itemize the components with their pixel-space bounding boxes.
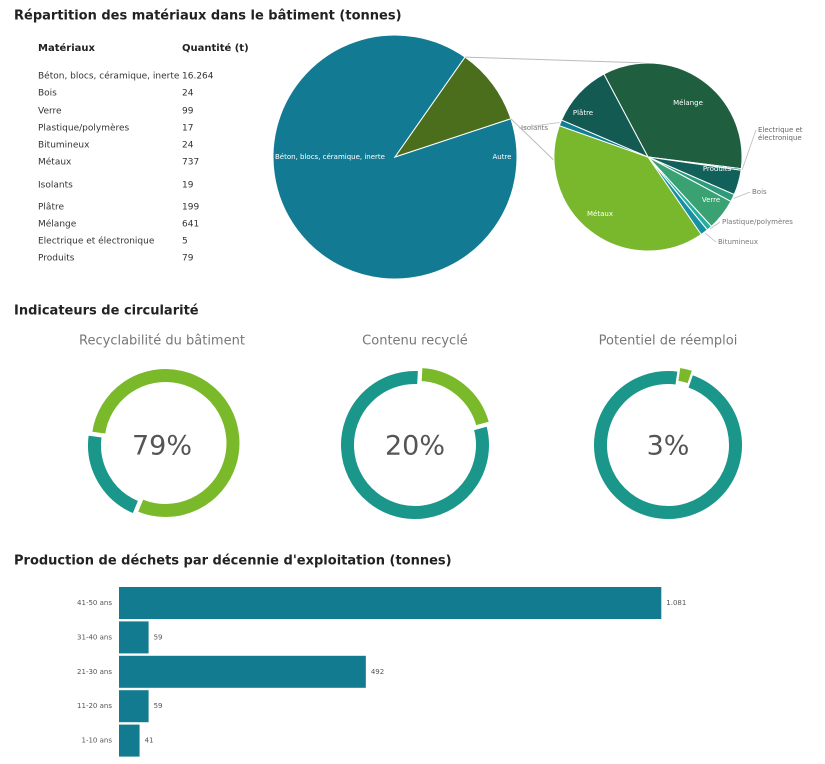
bar	[119, 690, 149, 723]
y-tick-label: 21-30 ans	[77, 668, 112, 676]
donut-title: Recyclabilité du bâtiment	[79, 334, 245, 349]
leader-line	[704, 232, 717, 243]
slice-label: Isolants	[521, 124, 548, 132]
bar	[119, 587, 662, 619]
donut-center-label: 79%	[132, 431, 192, 462]
table-cell: 24	[182, 141, 194, 151]
table-cell: Electrique et électronique	[38, 236, 155, 247]
table-cell: Plâtre	[38, 203, 64, 213]
pie-slice	[560, 73, 650, 159]
bar	[119, 724, 140, 757]
table-cell: Isolants	[38, 181, 73, 191]
table-cell: 17	[182, 124, 193, 134]
slice-label: Autre	[492, 153, 511, 161]
value-label: 41	[145, 737, 154, 745]
donut-segment	[90, 367, 242, 520]
table-cell: Métaux	[38, 157, 72, 168]
value-label: 1.081	[666, 599, 686, 607]
slice-label: Plastique/polymères	[722, 218, 793, 226]
value-label: 59	[154, 633, 163, 641]
leader-line	[709, 221, 721, 230]
slice-label: Electrique et électronique	[758, 126, 803, 142]
bar	[119, 655, 366, 688]
y-tick-label: 11-20 ans	[77, 702, 112, 710]
table-cell: Bitumineux	[38, 141, 90, 151]
table-cell: Plastique/polymères	[38, 123, 130, 134]
slice-label: Verre	[702, 196, 720, 204]
table-cell: 16.264	[182, 72, 214, 82]
table-cell: 19	[182, 181, 194, 191]
slice-label: Béton, blocs, céramique, inerte	[275, 153, 385, 161]
leader-line	[733, 191, 751, 199]
leader-line	[518, 122, 560, 129]
table-cell: 199	[182, 203, 199, 213]
pie-slice	[393, 56, 512, 158]
table-cell: 641	[182, 220, 199, 230]
donut-center-label: 3%	[647, 431, 690, 462]
table-cell: Produits	[38, 254, 75, 264]
slice-label: Métaux	[587, 210, 613, 218]
table-cell: 737	[182, 158, 199, 168]
y-tick-label: 31-40 ans	[77, 633, 112, 641]
slice-label: Mélange	[673, 99, 703, 107]
pie-slice	[553, 125, 702, 252]
table-cell: 79	[182, 254, 194, 264]
donut-title: Potentiel de réemploi	[599, 334, 738, 349]
column-header: Quantité (t)	[182, 42, 249, 54]
table-cell: 5	[182, 237, 188, 247]
pie-slice	[603, 62, 743, 170]
slice-label: Bois	[752, 188, 767, 196]
table-cell: Mélange	[38, 219, 77, 230]
donut-segment	[339, 369, 491, 521]
table-cell: Bois	[38, 89, 57, 99]
leader-line	[741, 129, 757, 170]
y-tick-label: 1-10 ans	[82, 737, 113, 745]
section-title: Production de déchets par décennie d'exp…	[14, 554, 452, 569]
slice-label: Electrique et électronique	[758, 126, 803, 142]
donut-segment	[86, 433, 141, 516]
donut-center-label: 20%	[385, 431, 445, 462]
donut-segment	[592, 369, 745, 521]
value-label: 59	[154, 702, 163, 710]
table-cell: Béton, blocs, céramique, inerte	[38, 71, 180, 82]
table-cell: 24	[182, 89, 194, 99]
connector	[465, 56, 649, 64]
section-title: Répartition des matériaux dans le bâtime…	[14, 9, 402, 24]
table-cell: Verre	[38, 107, 62, 117]
bar	[119, 621, 149, 654]
section-title: Indicateurs de circularité	[14, 304, 199, 319]
donut-title: Contenu recyclé	[362, 334, 468, 349]
column-header: Matériaux	[38, 42, 95, 54]
table-cell: 99	[182, 107, 194, 117]
slice-label: Produits	[703, 165, 732, 173]
value-label: 492	[371, 668, 384, 676]
slice-label: Plâtre	[573, 109, 593, 117]
slice-label: Bitumineux	[718, 238, 758, 246]
y-tick-label: 41-50 ans	[77, 599, 112, 607]
donut-segment	[419, 365, 492, 428]
